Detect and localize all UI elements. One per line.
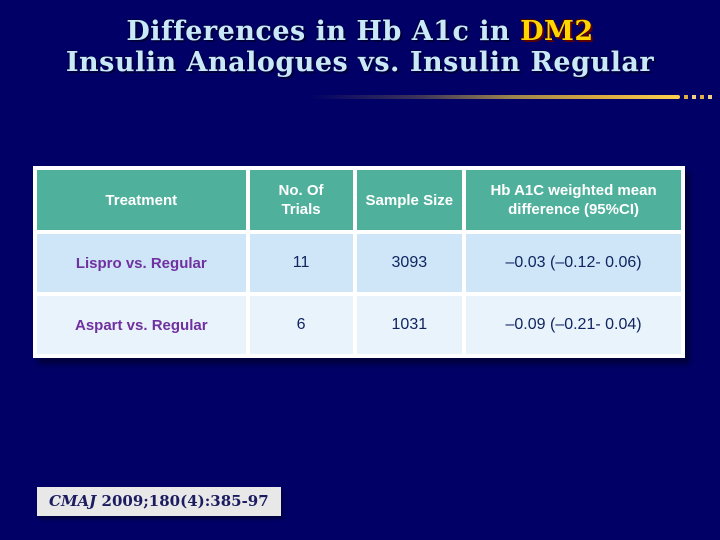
cell-difference: –0.09 (–0.21- 0.04) [466,296,681,354]
divider-dot [684,95,688,99]
results-table: Treatment No. Of Trials Sample Size Hb A… [33,166,685,358]
citation-reference: 2009;180(4):385-97 [96,492,269,510]
citation-journal-name: CMAJ [49,492,97,510]
table-row: Aspart vs. Regular 6 1031 –0.09 (–0.21- … [37,296,681,354]
column-header-sample-size: Sample Size [356,170,463,230]
slide-title-dm2-highlight: DM2 [520,16,594,47]
slide-title-line1: Differences in Hb A1c in DM2 [0,16,720,47]
cell-sample-size: 3093 [356,234,463,292]
column-header-treatment: Treatment [37,170,246,230]
cell-treatment: Lispro vs. Regular [37,234,246,292]
cell-difference: –0.03 (–0.12- 0.06) [466,234,681,292]
slide-title-line2: Insulin Analogues vs. Insulin Regular [65,47,655,78]
column-header-difference: Hb A1C weighted mean difference (95%CI) [466,170,681,230]
citation: CMAJ 2009;180(4):385-97 [37,487,281,516]
column-header-trials: No. Of Trials [249,170,353,230]
divider-dot [700,95,704,99]
cell-trials: 6 [249,296,353,354]
slide-title: Differences in Hb A1c in DM2 Insulin Ana… [0,16,720,78]
table-header-row: Treatment No. Of Trials Sample Size Hb A… [37,170,681,230]
cell-treatment: Aspart vs. Regular [37,296,246,354]
divider-dot [692,95,696,99]
divider-dot [708,95,712,99]
table-row: Lispro vs. Regular 11 3093 –0.03 (–0.12-… [37,234,681,292]
divider-line [308,95,680,99]
slide-title-line1-text: Differences in Hb A1c in [126,16,521,47]
divider-dots [684,95,712,99]
cell-trials: 11 [249,234,353,292]
cell-sample-size: 1031 [356,296,463,354]
